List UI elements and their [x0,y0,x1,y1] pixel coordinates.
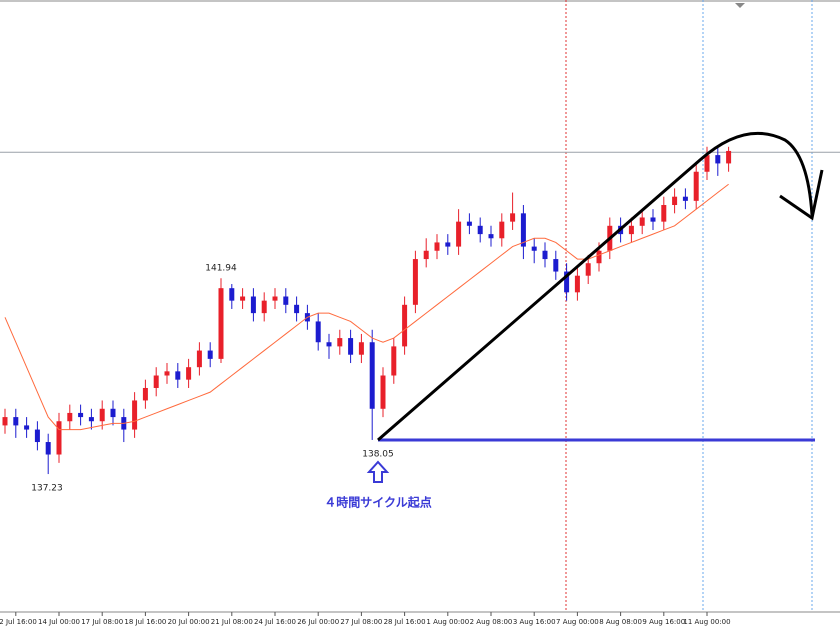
candle-body [672,196,678,206]
candle-body [585,263,591,276]
candle-body [553,259,559,272]
candle-body [477,225,483,235]
x-tick-label: 27 Jul 08:00 [340,618,382,626]
candle-body [348,338,354,355]
moving-average [4,183,729,431]
candle-body [391,346,397,376]
x-tick-label: 12 Jul 16:00 [0,618,37,626]
candle-body [132,400,138,430]
candle-body [704,155,710,172]
candle-body [272,296,278,301]
x-tick-label: 2 Aug 08:00 [470,618,513,626]
candle-body [45,442,51,455]
x-tick-label: 9 Aug 16:00 [642,618,685,626]
candle-body [164,371,170,376]
candle-body [423,250,429,260]
candle-body [639,217,645,226]
candle-body [650,217,656,222]
candle-body [261,300,267,314]
x-tick-label: 20 Jul 00:00 [168,618,210,626]
candle-body [142,387,148,401]
candle-body [337,338,343,347]
candle-body [682,196,688,201]
x-tick-label: 24 Jul 16:00 [254,618,296,626]
cycle-arrowhead [779,169,824,221]
x-tick-label: 14 Jul 00:00 [38,618,80,626]
candle-body [207,350,213,359]
candle-body [34,429,40,443]
candle-body [218,288,224,359]
x-tick-label: 8 Aug 08:00 [599,618,642,626]
candle-body [564,271,570,293]
price-label: 138.05 [362,449,394,459]
x-tick-label: 1 Aug 00:00 [426,618,469,626]
x-tick-label: 11 Aug 00:00 [683,618,730,626]
cycle-curve [377,131,814,442]
candle-body [358,342,364,355]
candle-body [196,350,202,368]
annotation: ４時間サイクル起点 [324,495,431,510]
candle-body [412,259,418,305]
candle-body [466,221,472,226]
x-tick-label: 3 Aug 16:00 [513,618,556,626]
x-tick-label: 26 Jul 00:00 [297,618,339,626]
candle-body [56,421,62,455]
x-tick-label: 21 Jul 08:00 [211,618,253,626]
x-tick-label: 7 Aug 00:00 [556,618,599,626]
candle-body [542,250,548,260]
candle-body [13,417,19,426]
candle-body [186,367,192,380]
candle-body [99,408,105,422]
candle-body [715,155,721,164]
candle-body [2,417,8,426]
candle-body [693,171,699,201]
candle-body [434,242,440,251]
candle-body [510,213,516,222]
x-tick-label: 28 Jul 16:00 [384,618,426,626]
x-tick-label: 17 Jul 08:00 [81,618,123,626]
candle-body [326,342,332,347]
candle-body [380,375,386,409]
x-tick-label: 18 Jul 16:00 [124,618,166,626]
candle-body [294,304,300,314]
candle-body [628,225,634,235]
candle-body [596,250,602,264]
candle-body [726,150,732,164]
candle-body [456,221,462,247]
candle-body [24,425,30,430]
price-label: 141.94 [205,264,237,274]
candle-body [229,288,235,301]
candle-body [499,221,505,239]
price-label: 137.23 [31,484,63,494]
candle-body [574,275,580,293]
candle-body [153,375,159,388]
candle-body [250,296,256,314]
candle-body [78,412,84,418]
scroll-marker [735,3,745,8]
candle-body [315,321,321,343]
candle-body [488,234,494,239]
candle-body [445,242,451,247]
candle-body [240,296,246,301]
candle-body [369,342,375,409]
candle-body [520,213,526,247]
candle-body [110,408,116,418]
candle-body [402,304,408,347]
candle-body [88,417,94,422]
start-arrow [366,460,390,483]
candle-body [67,412,73,422]
candle-body [531,246,537,251]
candle-body [283,296,289,305]
candle-body [661,205,667,222]
candle-body [175,371,181,380]
